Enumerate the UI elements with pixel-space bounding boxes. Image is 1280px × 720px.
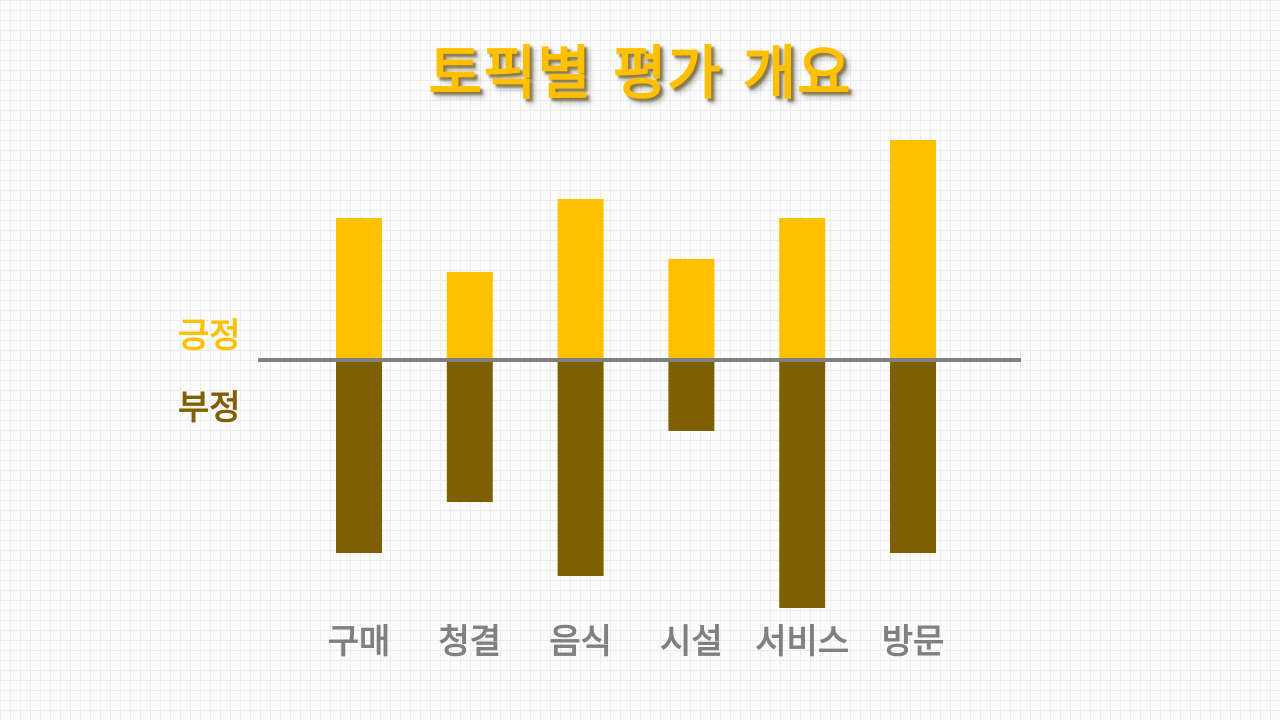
bars-group: [336, 140, 936, 608]
bar-negative-5: [779, 360, 826, 608]
chart-title: 토픽별 평가 개요: [428, 39, 852, 107]
bar-negative-3: [557, 360, 604, 576]
bar-negative-1: [336, 360, 382, 553]
category-label-3: 음식: [549, 622, 612, 662]
category-label-4: 시설: [660, 622, 723, 662]
bar-positive-3: [557, 199, 604, 360]
category-labels-group: 구매 청결 음식 시설 서비스 방문: [328, 622, 945, 662]
category-label-6: 방문: [882, 622, 945, 662]
legend-positive-label: 긍정: [178, 316, 241, 356]
bar-positive-4: [668, 259, 715, 360]
category-label-5: 서비스: [755, 622, 849, 662]
bar-negative-2: [446, 360, 493, 502]
bar-positive-5: [779, 218, 826, 360]
bar-positive-2: [446, 272, 493, 360]
category-label-1: 구매: [328, 622, 391, 662]
bar-negative-4: [668, 360, 715, 431]
legend-negative-label: 부정: [178, 388, 241, 428]
bar-positive-1: [336, 218, 382, 360]
category-label-2: 청결: [439, 622, 502, 662]
bar-negative-6: [890, 360, 936, 553]
bar-positive-6: [890, 140, 936, 360]
